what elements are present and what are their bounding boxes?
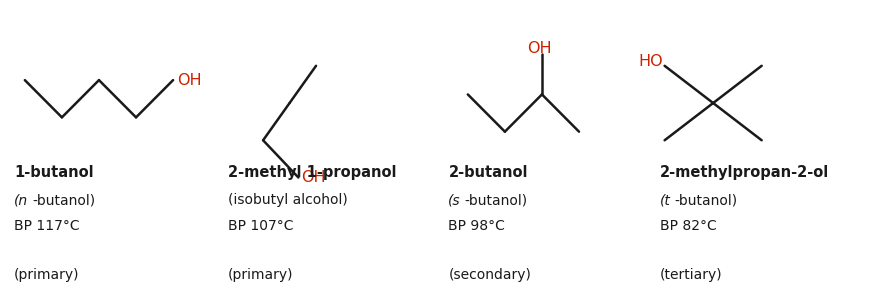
Text: (primary): (primary) — [228, 268, 293, 282]
Text: 2-methyl 1-propanol: 2-methyl 1-propanol — [228, 165, 396, 180]
Text: (s: (s — [448, 193, 461, 207]
Text: (isobutyl alcohol): (isobutyl alcohol) — [228, 193, 347, 207]
Text: (tertiary): (tertiary) — [660, 268, 723, 282]
Text: (secondary): (secondary) — [448, 268, 531, 282]
Text: BP 107°C: BP 107°C — [228, 219, 293, 233]
Text: BP 82°C: BP 82°C — [660, 219, 717, 233]
Text: BP 117°C: BP 117°C — [14, 219, 80, 233]
Text: OH: OH — [527, 41, 551, 56]
Text: OH: OH — [178, 73, 202, 88]
Text: BP 98°C: BP 98°C — [448, 219, 505, 233]
Text: -butanol): -butanol) — [32, 193, 96, 207]
Text: -butanol): -butanol) — [464, 193, 527, 207]
Text: OH: OH — [301, 170, 326, 185]
Text: -butanol): -butanol) — [674, 193, 737, 207]
Text: HO: HO — [638, 54, 662, 69]
Text: (primary): (primary) — [14, 268, 80, 282]
Text: 1-butanol: 1-butanol — [14, 165, 94, 180]
Text: 2-butanol: 2-butanol — [448, 165, 527, 180]
Text: (t: (t — [660, 193, 671, 207]
Text: (n: (n — [14, 193, 28, 207]
Text: 2-methylpropan-2-ol: 2-methylpropan-2-ol — [660, 165, 829, 180]
